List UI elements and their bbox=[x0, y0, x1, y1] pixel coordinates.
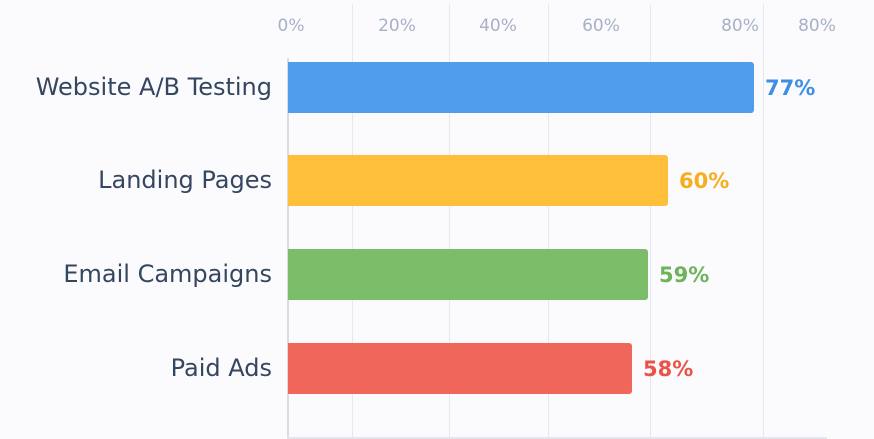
category-label: Paid Ads bbox=[170, 354, 272, 382]
x-tick-label: 20% bbox=[378, 16, 416, 36]
gridline bbox=[352, 4, 353, 439]
value-label: 77% bbox=[765, 76, 816, 100]
value-label: 58% bbox=[643, 357, 694, 381]
bar bbox=[288, 343, 632, 394]
y-axis-line bbox=[287, 58, 289, 437]
x-tick-label: 80% bbox=[798, 16, 836, 36]
value-label: 60% bbox=[679, 169, 730, 193]
x-tick-label: 40% bbox=[479, 16, 517, 36]
bar bbox=[288, 62, 754, 113]
gridline bbox=[763, 4, 764, 439]
value-label: 59% bbox=[659, 263, 710, 287]
x-tick-label: 80% bbox=[721, 16, 759, 36]
bar bbox=[288, 155, 668, 206]
gridline bbox=[548, 4, 549, 439]
category-label: Email Campaigns bbox=[63, 260, 272, 288]
x-tick-label: 0% bbox=[277, 16, 305, 36]
gridline bbox=[449, 4, 450, 439]
x-axis-baseline bbox=[287, 437, 827, 439]
category-label: Landing Pages bbox=[98, 166, 272, 194]
gridline bbox=[650, 4, 651, 439]
x-tick-label: 60% bbox=[582, 16, 620, 36]
bar bbox=[288, 249, 648, 300]
category-label: Website A/B Testing bbox=[35, 73, 272, 101]
